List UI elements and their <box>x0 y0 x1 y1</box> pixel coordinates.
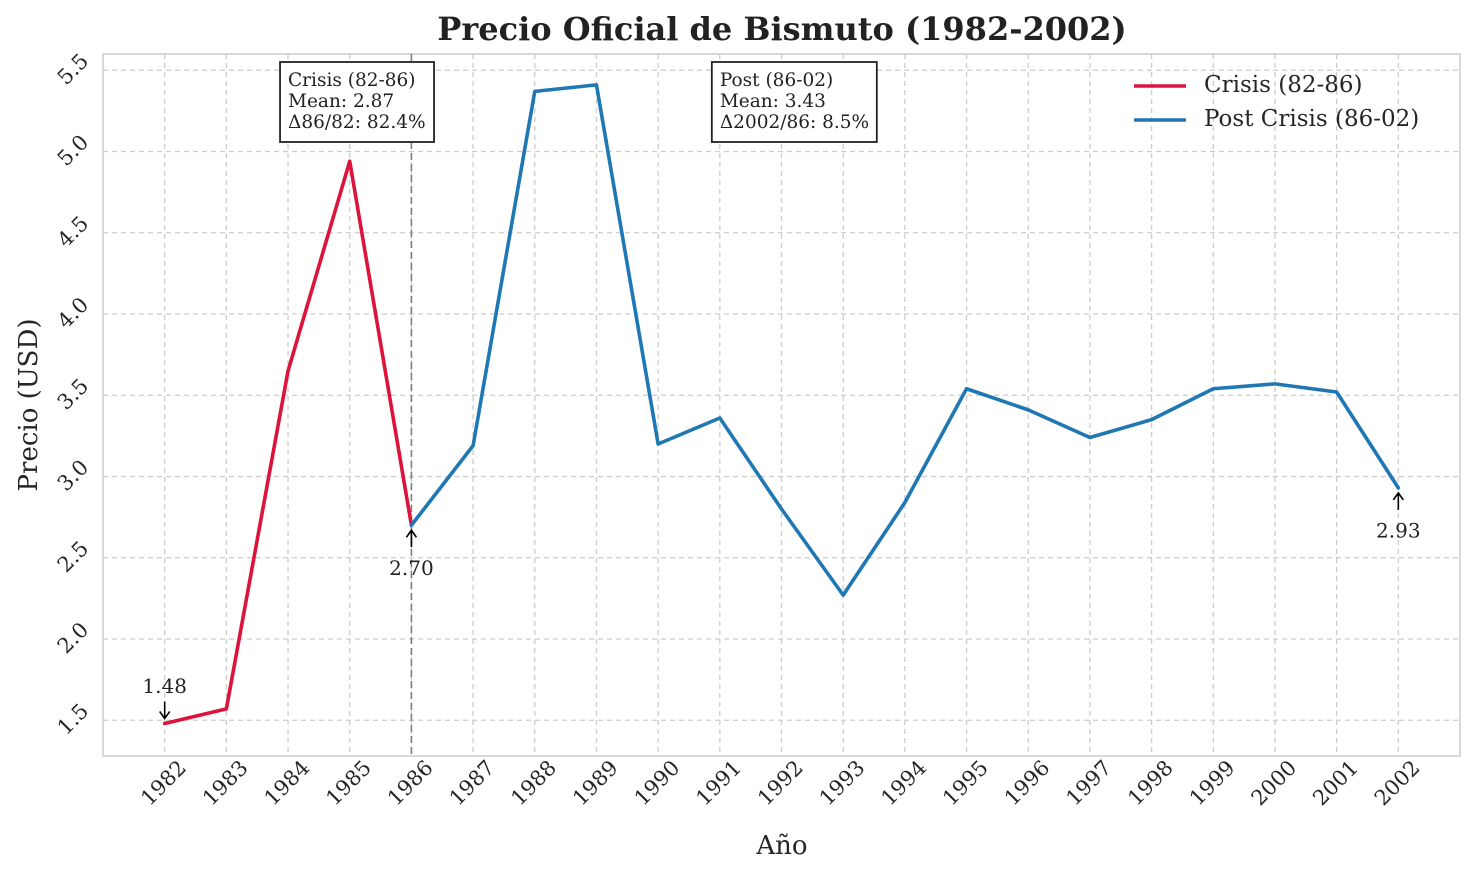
point-annotation: 2.70 <box>389 528 434 580</box>
x-tick-label: 1991 <box>691 756 746 811</box>
x-tick-label: 1993 <box>815 756 870 811</box>
series-layer <box>162 83 1401 726</box>
chart-title: Precio Oficial de Bismuto (1982-2002) <box>437 10 1126 48</box>
y-tick-label: 3.5 <box>53 374 94 415</box>
x-tick-label: 2000 <box>1247 756 1302 811</box>
annotation-label: 1.48 <box>142 674 187 698</box>
legend: Crisis (82-86) Post Crisis (86-02) <box>1134 72 1419 132</box>
y-tick-label: 5.5 <box>53 49 94 90</box>
plot-area <box>102 53 1461 757</box>
stats-box-line: Δ2002/86: 8.5% <box>720 112 869 133</box>
stats-box-line: Post (86-02) <box>720 70 833 91</box>
x-tick-label: 1994 <box>876 756 931 811</box>
point-annotation: 2.93 <box>1376 491 1421 542</box>
x-tick-label: 1999 <box>1185 756 1240 811</box>
legend-label: Post Crisis (86-02) <box>1204 106 1419 132</box>
y-tick-label: 2.5 <box>53 536 94 577</box>
y-tick-label: 1.5 <box>53 699 94 740</box>
stats-box-line: Crisis (82-86) <box>288 70 415 91</box>
x-tick-label: 1996 <box>1000 756 1055 811</box>
x-tick-label: 1983 <box>198 756 253 811</box>
annotation-arrowhead <box>159 711 171 720</box>
stats-box-line: Mean: 2.87 <box>288 91 394 112</box>
y-tick-label: 4.5 <box>53 211 94 252</box>
grid <box>103 54 1460 756</box>
stats-box-line: Δ86/82: 82.4% <box>288 112 426 133</box>
x-tick-label: 1984 <box>260 756 315 811</box>
x-tick-label: 1998 <box>1123 756 1178 811</box>
stats-box-line: Mean: 3.43 <box>720 91 826 112</box>
x-tick-label: 1997 <box>1061 756 1116 811</box>
x-tick-label: 1989 <box>568 756 623 811</box>
y-tick-label: 3.0 <box>53 455 94 496</box>
point-annotation: 1.48 <box>142 674 187 720</box>
x-axis-ticks: 1982 1983 1984 1985 1986 1987 1988 1989 1990 1991… <box>136 756 1424 811</box>
y-axis-label: Precio (USD) <box>14 319 44 492</box>
x-tick-label: 2002 <box>1370 756 1425 811</box>
x-tick-label: 1986 <box>383 756 438 811</box>
annotation-arrowhead <box>405 528 418 538</box>
stats-box-frame <box>279 61 435 143</box>
series-line-2 <box>409 83 1401 597</box>
x-tick-label: 1990 <box>630 756 685 811</box>
x-tick-label: 1995 <box>938 756 993 811</box>
y-axis-ticks: 1.5 2.0 2.5 3.0 3.5 4.0 4.5 5.0 5.5 <box>53 49 94 740</box>
x-tick-label: 1982 <box>136 756 191 811</box>
y-tick-label: 4.0 <box>53 293 94 334</box>
x-tick-label: 2001 <box>1308 756 1363 811</box>
annotation-label: 2.70 <box>389 556 434 580</box>
annotation-arrowhead <box>1392 491 1404 501</box>
legend-entry: Crisis (82-86) <box>1134 72 1362 98</box>
x-axis-label: Año <box>755 831 807 861</box>
annotation-layer: 1.48 2.70 2.93 <box>142 491 1421 720</box>
x-tick-label: 1992 <box>753 756 808 811</box>
annotation-label: 2.93 <box>1376 518 1421 542</box>
y-tick-label: 2.0 <box>53 618 94 659</box>
legend-entry: Post Crisis (86-02) <box>1134 106 1419 132</box>
stats-box-frame <box>710 61 878 143</box>
series-line-1 <box>162 159 414 726</box>
x-tick-label: 1987 <box>445 756 500 811</box>
legend-label: Crisis (82-86) <box>1204 72 1362 98</box>
x-tick-label: 1985 <box>321 756 376 811</box>
y-tick-label: 5.0 <box>53 130 94 171</box>
x-tick-label: 1988 <box>506 756 561 811</box>
